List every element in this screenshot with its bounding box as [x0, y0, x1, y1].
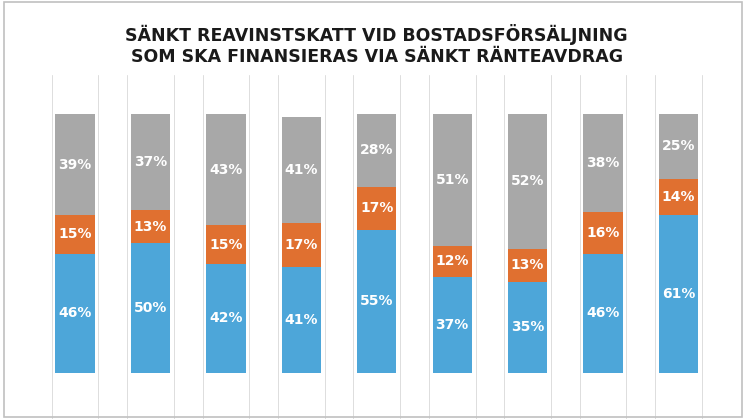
Bar — [55, 215, 95, 253]
Bar — [433, 114, 471, 246]
Text: 14%: 14% — [662, 190, 695, 204]
Text: 61%: 61% — [662, 287, 695, 301]
Bar — [131, 243, 170, 372]
Bar — [55, 253, 95, 372]
Bar — [659, 114, 698, 179]
Text: 50%: 50% — [134, 301, 167, 315]
Bar — [357, 114, 396, 186]
Bar — [282, 222, 321, 266]
Text: 17%: 17% — [360, 202, 393, 215]
Bar — [282, 117, 321, 222]
Bar — [207, 264, 245, 372]
Text: 12%: 12% — [436, 254, 469, 269]
Text: 52%: 52% — [511, 174, 545, 188]
Text: 37%: 37% — [134, 155, 167, 169]
Text: 55%: 55% — [360, 295, 393, 308]
Text: 41%: 41% — [284, 313, 318, 326]
Bar — [131, 114, 170, 210]
Text: 46%: 46% — [58, 306, 92, 320]
Text: 17%: 17% — [285, 238, 318, 252]
Bar — [207, 114, 245, 225]
Text: 35%: 35% — [511, 320, 545, 334]
Title: SÄNKT REAVINSTSKATT VID BOSTADSFÖRSÄLJNING
SOM SKA FINANSIERAS VIA SÄNKT RÄNTEAV: SÄNKT REAVINSTSKATT VID BOSTADSFÖRSÄLJNI… — [125, 24, 628, 65]
Bar — [508, 114, 547, 248]
Text: 42%: 42% — [209, 311, 242, 325]
Text: 13%: 13% — [134, 220, 167, 233]
Text: 51%: 51% — [436, 173, 469, 187]
Text: 15%: 15% — [209, 238, 242, 252]
Text: 37%: 37% — [436, 318, 468, 332]
Bar — [659, 179, 698, 215]
Text: 13%: 13% — [511, 258, 545, 272]
Bar — [357, 186, 396, 230]
Text: 39%: 39% — [58, 158, 92, 171]
Text: 15%: 15% — [58, 227, 92, 241]
Bar — [583, 212, 623, 253]
Bar — [508, 282, 547, 372]
Bar — [282, 266, 321, 372]
Bar — [433, 246, 471, 277]
Text: 25%: 25% — [662, 140, 695, 153]
Text: 46%: 46% — [586, 306, 620, 320]
Bar — [433, 277, 471, 372]
Text: 38%: 38% — [586, 156, 620, 170]
Text: 43%: 43% — [209, 163, 242, 177]
Bar — [583, 253, 623, 372]
Text: 41%: 41% — [284, 163, 318, 177]
Bar — [357, 230, 396, 372]
Bar — [131, 210, 170, 243]
Bar — [508, 248, 547, 282]
Bar — [55, 114, 95, 215]
Text: 28%: 28% — [360, 143, 393, 158]
Text: 16%: 16% — [586, 226, 620, 240]
Bar — [207, 225, 245, 264]
Bar — [583, 114, 623, 212]
Bar — [659, 215, 698, 372]
